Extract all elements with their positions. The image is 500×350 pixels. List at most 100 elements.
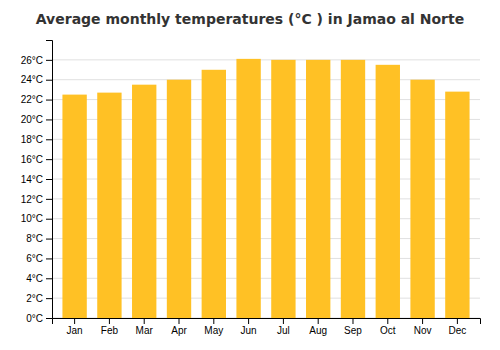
bar — [97, 93, 121, 318]
y-tick: 2°C — [26, 293, 52, 304]
y-tick-mark — [46, 298, 52, 299]
y-tick-label: 4°C — [26, 273, 43, 284]
y-tick-label: 22°C — [21, 94, 43, 105]
x-tick-label: Jun — [241, 325, 257, 336]
y-tick: 14°C — [21, 174, 52, 185]
y-tick: 16°C — [21, 154, 52, 165]
y-tick-mark — [46, 159, 52, 160]
bar — [202, 70, 226, 318]
x-tick-mark — [457, 318, 458, 324]
y-tick-mark — [46, 258, 52, 259]
x-tick-mark — [283, 318, 284, 324]
x-tick: Apr — [171, 318, 187, 336]
y-tick-mark — [46, 318, 52, 319]
y-tick: 4°C — [26, 273, 52, 284]
y-tick-label: 0°C — [26, 313, 43, 324]
y-tick-label: 18°C — [21, 134, 43, 145]
x-tick-label: Sep — [344, 325, 362, 336]
y-tick-mark — [46, 278, 52, 279]
y-tick: 20°C — [21, 114, 52, 125]
x-tick-mark — [74, 318, 75, 324]
x-tick-label: Jul — [277, 325, 290, 336]
y-tick-mark — [46, 100, 52, 101]
x-tick: Aug — [309, 318, 327, 336]
x-tick-mark — [213, 318, 214, 324]
y-tick-label: 8°C — [26, 233, 43, 244]
y-tick-label: 2°C — [26, 293, 43, 304]
y-tick-label: 12°C — [21, 194, 43, 205]
x-tick: Dec — [448, 318, 466, 336]
x-tick-mark — [352, 318, 353, 324]
x-tick: Sep — [344, 318, 362, 336]
y-tick: 22°C — [21, 94, 52, 105]
y-tick-label: 24°C — [21, 74, 43, 85]
bars — [62, 59, 469, 318]
y-tick-label: 10°C — [21, 213, 43, 224]
y-tick-mark — [46, 219, 52, 220]
bar — [271, 60, 295, 318]
y-tick-label: 14°C — [21, 174, 43, 185]
y-tick-mark — [46, 199, 52, 200]
x-tick-label: Aug — [309, 325, 327, 336]
bar — [341, 60, 365, 318]
plot: 0°C 2°C 4°C 6°C 8°C 10°C 12°C 14°C 16°C 18°C 20°C 2… — [21, 41, 481, 337]
x-tick-mark — [179, 318, 180, 324]
x-axis: Jan Feb Mar Apr May Jun Jul Aug Sep Oct Nov Dec — [53, 318, 481, 336]
y-tick-mark — [46, 179, 52, 180]
y-tick: 8°C — [26, 233, 52, 244]
y-tick-mark — [46, 239, 52, 240]
bar — [167, 80, 191, 318]
y-tick: 12°C — [21, 194, 52, 205]
x-axis-line — [53, 319, 481, 325]
y-tick-mark — [46, 119, 52, 120]
x-tick: May — [204, 318, 223, 336]
x-tick: Jun — [241, 318, 257, 336]
x-tick-label: Mar — [136, 325, 154, 336]
y-axis-line — [46, 41, 53, 319]
y-tick: 24°C — [21, 74, 52, 85]
x-tick-label: May — [204, 325, 223, 336]
y-tick: 0°C — [26, 313, 52, 324]
y-tick-label: 20°C — [21, 114, 43, 125]
x-tick-label: Apr — [171, 325, 187, 336]
x-tick: Jul — [277, 318, 290, 336]
bar — [132, 85, 156, 318]
y-tick: 6°C — [26, 253, 52, 264]
x-tick-mark — [144, 318, 145, 324]
x-tick-mark — [248, 318, 249, 324]
x-tick-label: Feb — [101, 325, 119, 336]
x-tick: Nov — [414, 318, 432, 336]
x-tick: Jan — [67, 318, 83, 336]
y-tick-mark — [46, 80, 52, 81]
y-tick: 18°C — [21, 134, 52, 145]
y-axis: 0°C 2°C 4°C 6°C 8°C 10°C 12°C 14°C 16°C 18°C 20°C 2… — [21, 41, 53, 324]
x-tick-label: Oct — [380, 325, 396, 336]
bar — [410, 80, 434, 318]
x-tick: Oct — [380, 318, 396, 336]
bar — [376, 65, 400, 318]
x-tick: Mar — [136, 318, 154, 336]
bar — [236, 59, 260, 318]
x-tick-mark — [109, 318, 110, 324]
y-tick: 10°C — [21, 213, 52, 224]
bar — [306, 60, 330, 318]
x-tick-mark — [422, 318, 423, 324]
x-tick-mark — [318, 318, 319, 324]
chart: 0°C 2°C 4°C 6°C 8°C 10°C 12°C 14°C 16°C 18°C 20°C 2… — [0, 0, 500, 350]
x-tick-label: Dec — [448, 325, 466, 336]
x-tick-label: Jan — [67, 325, 83, 336]
bar — [62, 95, 86, 318]
x-tick-label: Nov — [414, 325, 432, 336]
x-tick: Feb — [101, 318, 119, 336]
bar — [445, 92, 469, 318]
y-tick-label: 6°C — [26, 253, 43, 264]
y-tick: 26°C — [21, 55, 52, 66]
y-tick-mark — [46, 60, 52, 61]
title: Average monthly temperatures (°C ) in Ja… — [36, 11, 464, 27]
y-tick-mark — [46, 139, 52, 140]
grid — [52, 60, 480, 318]
grid-line — [52, 59, 480, 60]
y-tick-label: 26°C — [21, 55, 43, 66]
y-tick-label: 16°C — [21, 154, 43, 165]
x-tick-mark — [387, 318, 388, 324]
